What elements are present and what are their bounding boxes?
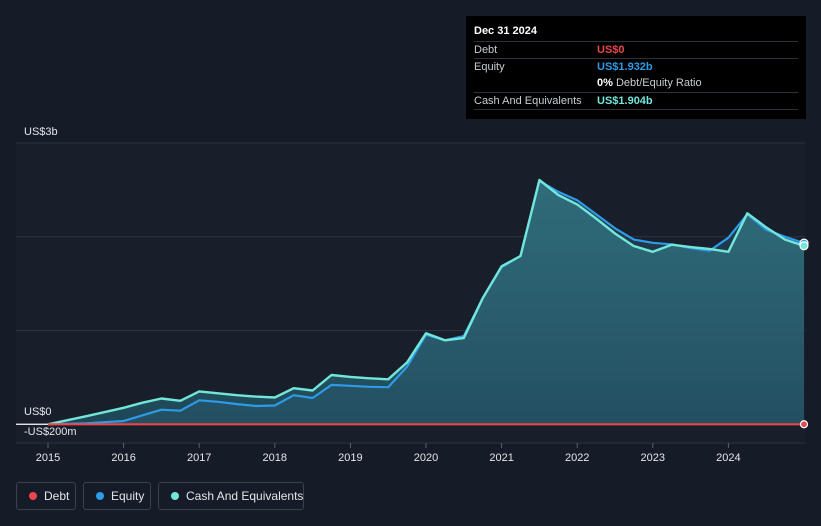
x-tick-label-2021: 2021 bbox=[489, 452, 513, 464]
legend-item-cash[interactable]: Cash And Equivalents bbox=[158, 482, 304, 510]
x-tick-label-2022: 2022 bbox=[565, 452, 589, 464]
tooltip-debt-label: Debt bbox=[474, 44, 498, 56]
tooltip-ratio-label: Debt/Equity Ratio bbox=[615, 77, 702, 89]
tooltip-row-debt: Debt US$0 bbox=[474, 41, 798, 59]
legend-item-equity[interactable]: Equity bbox=[83, 482, 151, 510]
chart-areas bbox=[48, 180, 804, 425]
tooltip-ratio-value: 0% Debt/Equity Ratio bbox=[597, 77, 702, 89]
tooltip-row-equity: Equity US$1.932b bbox=[474, 58, 798, 76]
legend-label-cash: Cash And Equivalents bbox=[186, 489, 304, 503]
tooltip-equity-label: Equity bbox=[474, 61, 505, 73]
chart-lines bbox=[47, 178, 805, 426]
cash-line bbox=[47, 178, 805, 426]
legend-dot-debt bbox=[29, 492, 37, 500]
legend-dot-equity bbox=[96, 492, 104, 500]
y-tick-label: -US$200m bbox=[24, 426, 77, 438]
x-tick-label-2017: 2017 bbox=[187, 452, 211, 464]
legend-label-equity: Equity bbox=[111, 489, 145, 503]
x-tick-label-2016: 2016 bbox=[111, 452, 135, 464]
legend-label-debt: Debt bbox=[44, 489, 70, 503]
x-tick-label-2015: 2015 bbox=[36, 452, 60, 464]
debt-end-marker bbox=[799, 420, 809, 429]
equity-area bbox=[48, 181, 804, 425]
tooltip-row-ratio: 0% Debt/Equity Ratio bbox=[474, 75, 798, 92]
x-tick-label-2024: 2024 bbox=[716, 452, 740, 464]
y-tick-label: US$0 bbox=[24, 406, 52, 418]
cash-end-marker bbox=[799, 241, 809, 251]
tooltip-panel: Dec 31 2024 Debt US$0 Equity US$1.932b 0… bbox=[466, 16, 806, 119]
tooltip-cash-value: US$1.904b bbox=[597, 95, 653, 107]
tooltip-debt-value: US$0 bbox=[597, 44, 625, 56]
cash-area bbox=[48, 180, 804, 425]
legend-dot-cash bbox=[171, 492, 179, 500]
x-tick-label-2018: 2018 bbox=[263, 452, 287, 464]
x-tick-label-2020: 2020 bbox=[414, 452, 438, 464]
tooltip-ratio-percent: 0% bbox=[597, 77, 613, 89]
tooltip-equity-value: US$1.932b bbox=[597, 61, 653, 73]
tooltip-row-cash: Cash And Equivalents US$1.904b bbox=[474, 92, 798, 110]
y-tick-label: US$3b bbox=[24, 126, 58, 138]
tooltip-bottom-divider bbox=[474, 109, 798, 110]
axis-labels: US$3b US$0 -US$200m 2015 2016 2017 2018 2019 202… bbox=[24, 126, 741, 464]
x-tick-label-2023: 2023 bbox=[641, 452, 665, 464]
end-markers bbox=[799, 238, 809, 429]
tooltip-date: Dec 31 2024 bbox=[474, 25, 537, 37]
tooltip-cash-label: Cash And Equivalents bbox=[474, 95, 582, 107]
x-tick-label-2019: 2019 bbox=[338, 452, 362, 464]
legend-item-debt[interactable]: Debt bbox=[16, 482, 76, 510]
